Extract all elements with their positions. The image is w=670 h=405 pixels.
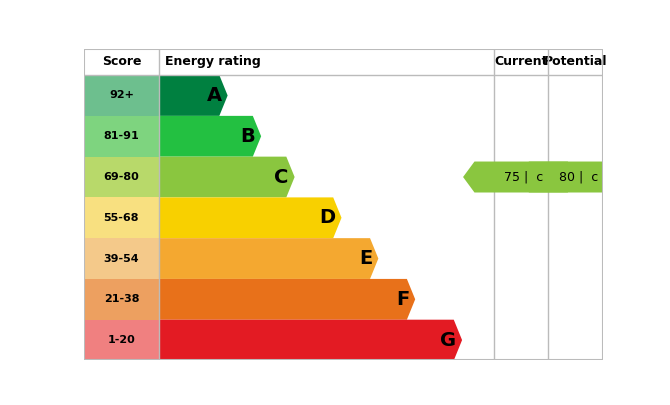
Text: E: E [359, 249, 373, 268]
Text: Score: Score [102, 55, 141, 68]
Text: Energy rating: Energy rating [165, 55, 261, 68]
Text: 1-20: 1-20 [107, 335, 135, 345]
Bar [84, 75, 159, 116]
Polygon shape [159, 238, 379, 279]
Bar [84, 279, 159, 320]
Text: B: B [241, 127, 255, 146]
Polygon shape [518, 162, 622, 192]
Bar [84, 320, 159, 360]
Text: 55-68: 55-68 [104, 213, 139, 223]
Bar [84, 116, 159, 157]
Bar [84, 157, 159, 197]
Bar [84, 197, 159, 238]
Text: 80 |  c: 80 | c [559, 171, 598, 183]
Polygon shape [159, 197, 342, 238]
Text: 92+: 92+ [109, 90, 134, 100]
Text: A: A [206, 86, 222, 105]
Bar [84, 238, 159, 279]
Text: 21-38: 21-38 [104, 294, 139, 304]
Text: 75 |  c: 75 | c [505, 171, 543, 183]
Polygon shape [159, 157, 295, 197]
Polygon shape [463, 162, 568, 192]
Polygon shape [159, 320, 462, 360]
Text: 39-54: 39-54 [104, 254, 139, 264]
Text: 81-91: 81-91 [104, 131, 139, 141]
Text: C: C [275, 168, 289, 187]
Text: D: D [320, 208, 336, 227]
Text: G: G [440, 330, 456, 350]
Text: F: F [396, 290, 409, 309]
Text: 69-80: 69-80 [104, 172, 139, 182]
Text: Current: Current [494, 55, 548, 68]
Polygon shape [159, 75, 228, 116]
Polygon shape [159, 116, 261, 157]
Text: Potential: Potential [544, 55, 608, 68]
Polygon shape [159, 279, 415, 320]
